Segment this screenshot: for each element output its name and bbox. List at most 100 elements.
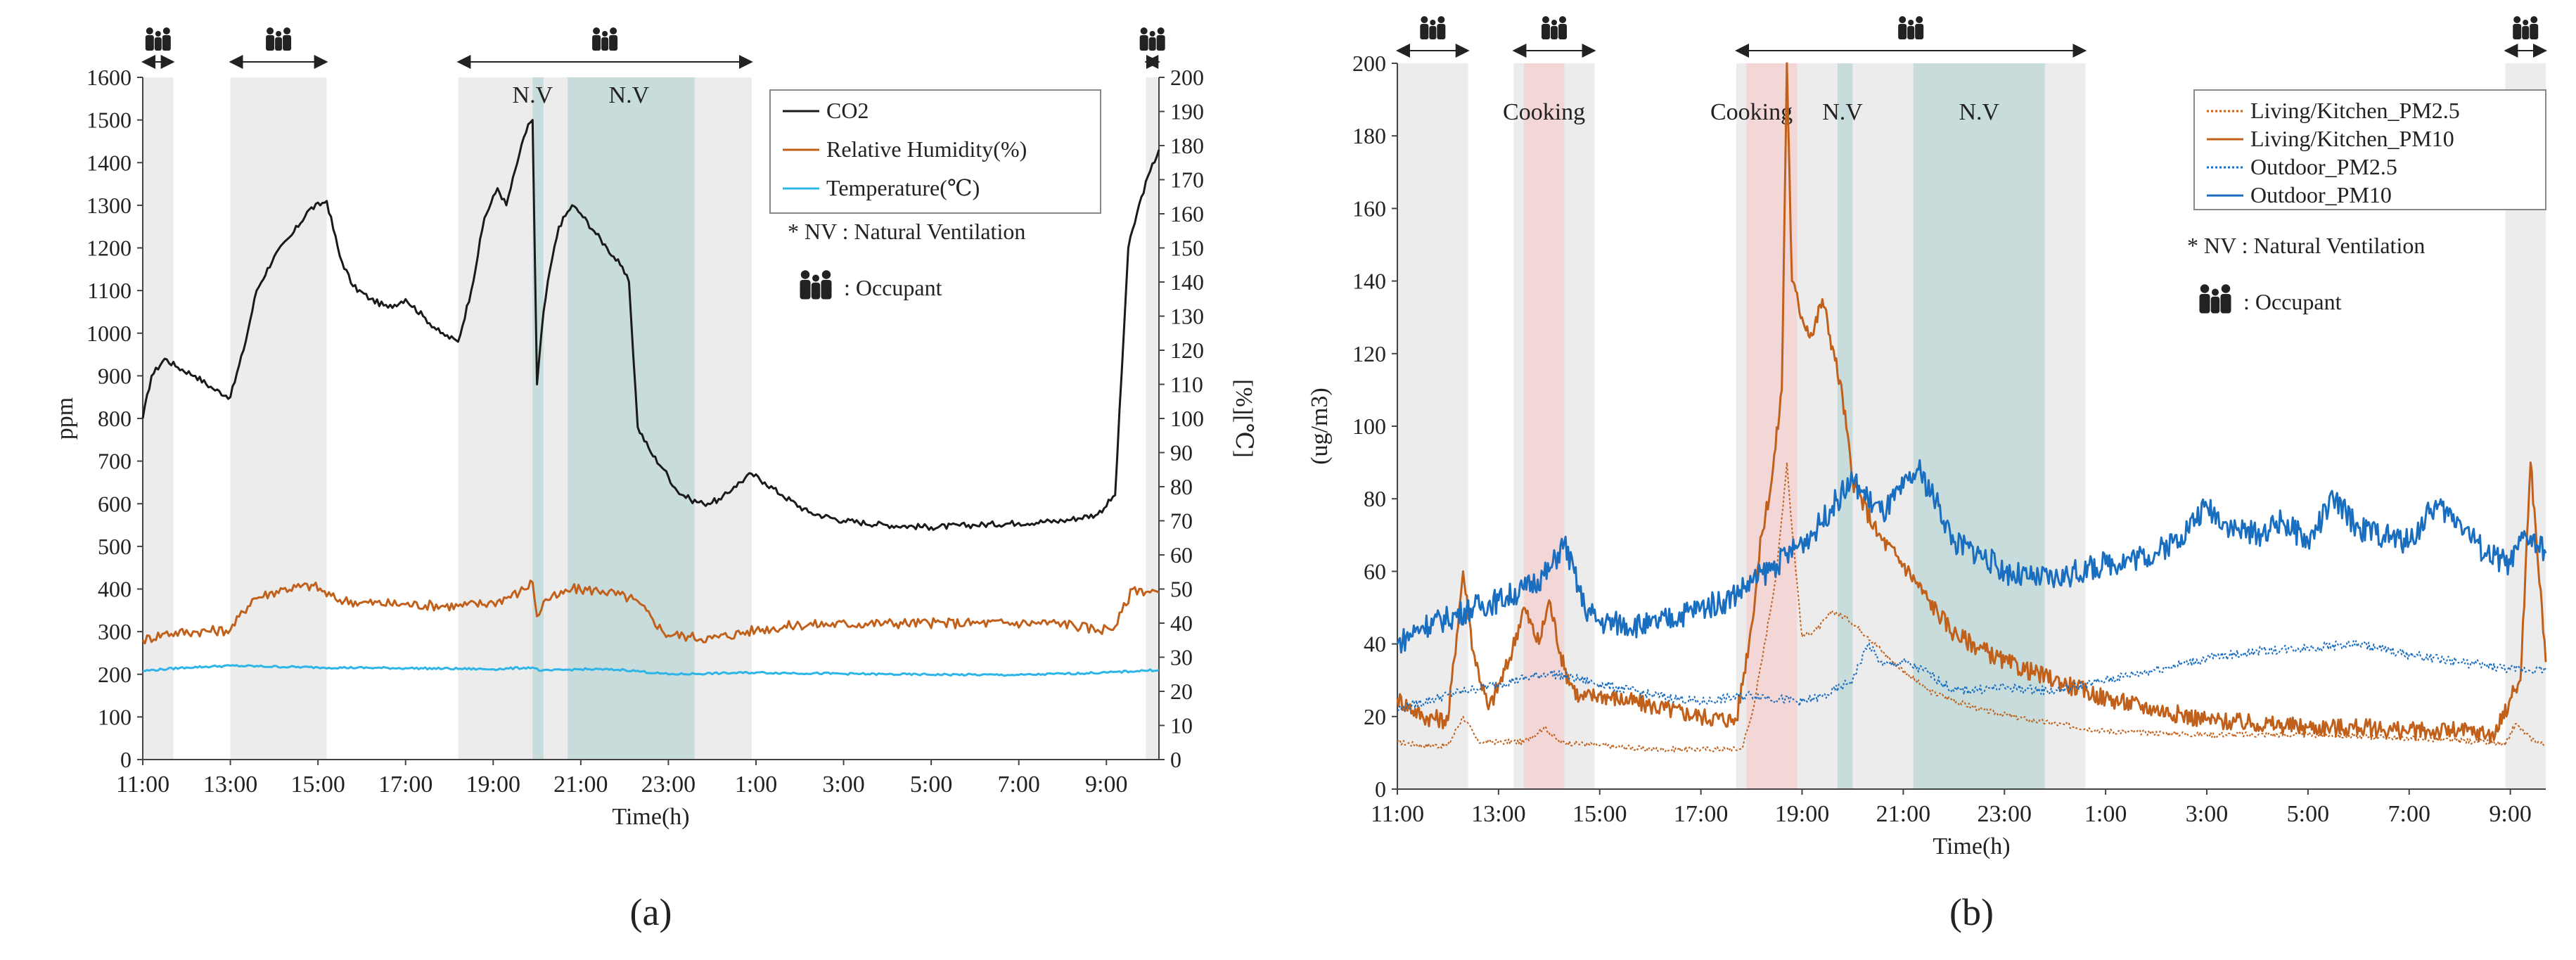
y2-tick-label: 160: [1170, 201, 1204, 226]
y-tick-label: 180: [1352, 123, 1386, 148]
series-line-relative-humidity-: [141, 580, 1160, 645]
y2-tick-label: 30: [1170, 645, 1193, 670]
cooking-period-band: [1746, 63, 1798, 789]
y-tick-label: 40: [1364, 632, 1386, 657]
x-tick-label: 23:00: [641, 772, 696, 798]
x-tick-label: 23:00: [1978, 801, 2032, 827]
y-tick-label: 80: [1364, 486, 1386, 511]
y2-tick-label: 180: [1170, 133, 1204, 158]
y-tick-label: 1300: [86, 193, 132, 218]
occupant-icon: [1139, 27, 1165, 51]
y2-tick-label: 110: [1170, 372, 1203, 397]
ventilation-period-band: [1837, 63, 1853, 789]
occupant-icon: [1898, 16, 1924, 39]
y2-tick-label: 130: [1170, 304, 1204, 329]
x-tick-label: 3:00: [822, 772, 864, 798]
legend-label: Living/Kitchen_PM10: [2250, 126, 2454, 151]
ventilation-period-band: [1913, 63, 2045, 789]
y-tick-label: 140: [1352, 269, 1386, 294]
occupant-legend-icon: [800, 270, 832, 300]
series-line-living-kitchen-pm10: [1396, 62, 2547, 744]
annotation-nv-note: * NV : Natural Ventilation: [788, 219, 1025, 244]
occupant-icon: [2513, 16, 2539, 39]
x-tick-label: 9:00: [1085, 772, 1127, 798]
x-tick-label: 3:00: [2186, 801, 2228, 827]
legend-label: CO2: [826, 98, 869, 123]
y-tick-label: 100: [98, 704, 132, 729]
legend-box: [769, 89, 1101, 214]
x-tick-label: 11:00: [116, 772, 169, 798]
x-tick-label: 13:00: [203, 772, 257, 798]
y2-tick-label: 0: [1170, 747, 1181, 772]
series-line-living-kitchen-pm2-5: [1397, 461, 2546, 753]
region-label: N.V: [609, 82, 650, 108]
x-tick-label: 19:00: [466, 772, 520, 798]
y2-tick-label: 140: [1170, 269, 1204, 295]
legend-label: Temperature(℃): [826, 175, 980, 200]
x-axis-label: Time(h): [1933, 833, 2010, 859]
y-axis-label: (ug/m3): [1307, 388, 1333, 465]
cooking-period-band: [1523, 63, 1565, 789]
region-label: Cooking: [1503, 99, 1585, 125]
y-tick-label: 1200: [86, 236, 132, 261]
y2-tick-label: 200: [1170, 65, 1204, 90]
occupant-icon: [266, 27, 292, 51]
occupied-period-band: [1146, 77, 1159, 760]
y-tick-label: 400: [98, 577, 132, 602]
y2-tick-label: 20: [1170, 679, 1193, 704]
occupant-icon: [145, 27, 171, 51]
y-tick-label: 800: [98, 406, 132, 431]
y2-axis-label: [%][℃]: [1231, 379, 1257, 458]
x-tick-label: 21:00: [1876, 801, 1930, 827]
panel-a-chart: 0100200300400500600700800900100011001200…: [52, 27, 1257, 933]
legend-label: Relative Humidity(%): [826, 136, 1027, 162]
region-label: N.V: [1959, 99, 1999, 125]
region-label: N.V: [513, 82, 553, 108]
y2-tick-label: 50: [1170, 577, 1193, 602]
y2-tick-label: 190: [1170, 99, 1204, 124]
y-tick-label: 0: [120, 747, 132, 772]
occupant-legend-icon: [2199, 284, 2231, 314]
y-tick-label: 100: [1352, 414, 1386, 439]
x-axis-label: Time(h): [612, 804, 689, 830]
y-tick-label: 700: [98, 449, 132, 474]
x-tick-label: 9:00: [2489, 801, 2531, 827]
legend-label: Outdoor_PM2.5: [2250, 154, 2397, 179]
y-tick-label: 1100: [87, 278, 132, 303]
panel-label: (a): [630, 891, 672, 933]
x-tick-label: 1:00: [2084, 801, 2127, 827]
panel-label: (b): [1949, 891, 1994, 933]
y-tick-label: 1000: [86, 321, 132, 346]
series-line-outdoor-pm2-5: [1397, 640, 2546, 712]
x-tick-label: 17:00: [1674, 801, 1728, 827]
legend-box: [2193, 89, 2546, 210]
legend-label: Living/Kitchen_PM2.5: [2250, 98, 2460, 123]
y-tick-label: 500: [98, 534, 132, 559]
y-axis-label: ppm: [52, 397, 78, 440]
y-tick-label: 160: [1352, 196, 1386, 221]
y-tick-label: 1600: [86, 65, 132, 90]
occupied-period-band: [143, 77, 174, 760]
y-tick-label: 20: [1364, 704, 1386, 729]
series-line-temperature-: [142, 664, 1160, 677]
x-tick-label: 15:00: [1572, 801, 1627, 827]
series-line-co2: [141, 119, 1160, 531]
y-tick-label: 300: [98, 619, 132, 644]
y2-tick-label: 90: [1170, 440, 1193, 466]
annotation-occupant-note: : Occupant: [2243, 289, 2342, 314]
x-tick-label: 13:00: [1471, 801, 1525, 827]
occupant-icon: [592, 27, 618, 51]
x-tick-label: 15:00: [290, 772, 345, 798]
y-tick-label: 900: [98, 363, 132, 388]
y2-tick-label: 40: [1170, 610, 1193, 636]
y-tick-label: 200: [1352, 51, 1386, 76]
y-tick-label: 0: [1375, 776, 1386, 802]
x-tick-label: 7:00: [997, 772, 1039, 798]
x-tick-label: 21:00: [553, 772, 608, 798]
y-tick-label: 1500: [86, 108, 132, 133]
y2-tick-label: 100: [1170, 406, 1204, 431]
y2-tick-label: 10: [1170, 713, 1193, 738]
ventilation-period-band: [568, 77, 695, 760]
occupied-period-band: [230, 77, 327, 760]
